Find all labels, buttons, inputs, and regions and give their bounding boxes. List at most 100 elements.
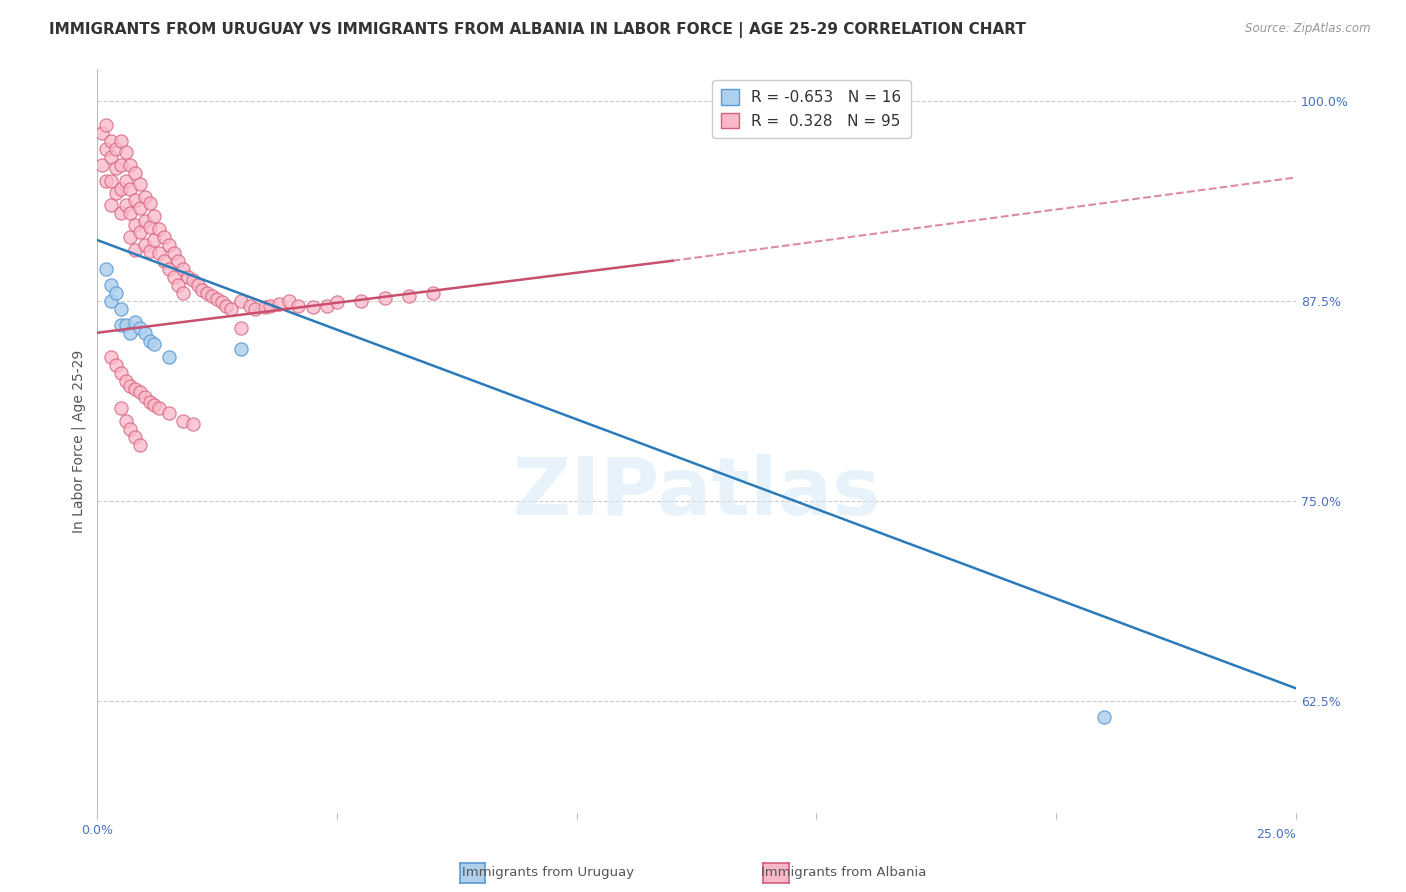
Point <box>105 358 128 372</box>
Point <box>105 161 128 175</box>
Point <box>157 406 180 420</box>
Point <box>124 243 146 257</box>
Text: Immigrants from Albania: Immigrants from Albania <box>761 866 927 879</box>
Point <box>229 321 252 335</box>
Point <box>422 285 444 300</box>
Point <box>100 150 122 164</box>
Text: ZIPatlas: ZIPatlas <box>512 454 880 532</box>
Point <box>100 174 122 188</box>
Point <box>110 318 132 332</box>
Text: Source: ZipAtlas.com: Source: ZipAtlas.com <box>1246 22 1371 36</box>
Point <box>167 253 190 268</box>
Point <box>129 177 152 191</box>
Point <box>110 181 132 195</box>
Point <box>120 205 142 219</box>
Point <box>120 422 142 436</box>
Point <box>100 197 122 211</box>
Point <box>120 378 142 392</box>
Point <box>181 417 204 431</box>
Point <box>124 219 146 233</box>
Point <box>277 293 299 308</box>
Point <box>124 430 146 444</box>
Point <box>114 145 136 159</box>
Point <box>172 285 194 300</box>
Point <box>374 291 396 305</box>
Point <box>162 245 184 260</box>
Point <box>138 196 160 211</box>
Point <box>157 261 180 276</box>
Text: 25.0%: 25.0% <box>1256 829 1296 841</box>
Point <box>259 299 281 313</box>
Point <box>138 394 160 409</box>
Point <box>187 277 209 292</box>
Point <box>167 277 190 292</box>
Point <box>172 261 194 276</box>
Point <box>229 342 252 356</box>
Point <box>1092 710 1115 724</box>
Point <box>96 174 118 188</box>
Point <box>181 273 204 287</box>
Point <box>148 401 170 415</box>
Point <box>148 221 170 235</box>
Point <box>143 233 166 247</box>
Point <box>253 300 276 314</box>
Point <box>316 299 339 313</box>
Point <box>138 220 160 235</box>
Point <box>114 374 136 388</box>
Point <box>148 245 170 260</box>
Point <box>129 321 152 335</box>
Point <box>138 334 160 348</box>
Y-axis label: In Labor Force | Age 25-29: In Labor Force | Age 25-29 <box>72 350 86 533</box>
Point <box>90 158 112 172</box>
Point <box>157 237 180 252</box>
Point <box>143 398 166 412</box>
Point <box>96 142 118 156</box>
Point <box>124 193 146 207</box>
Point <box>110 366 132 380</box>
Point <box>191 283 214 297</box>
Point <box>105 285 128 300</box>
Point <box>124 382 146 396</box>
Point <box>100 350 122 364</box>
Point <box>110 205 132 219</box>
Point <box>157 350 180 364</box>
Point <box>243 301 266 316</box>
Point <box>120 229 142 244</box>
Point <box>105 142 128 156</box>
Point <box>105 186 128 201</box>
Point <box>120 158 142 172</box>
Point <box>114 318 136 332</box>
Point <box>134 390 156 404</box>
Point <box>211 295 233 310</box>
Point <box>153 229 176 244</box>
Point <box>134 189 156 203</box>
Point <box>287 299 309 313</box>
Point <box>239 299 262 313</box>
Point <box>129 385 152 400</box>
Point <box>100 134 122 148</box>
Point <box>134 237 156 252</box>
Point <box>269 297 291 311</box>
Point <box>96 118 118 132</box>
Point <box>114 197 136 211</box>
Point <box>124 315 146 329</box>
Point <box>110 301 132 316</box>
Legend: R = -0.653   N = 16, R =  0.328   N = 95: R = -0.653 N = 16, R = 0.328 N = 95 <box>711 80 911 138</box>
Point <box>100 277 122 292</box>
Point <box>162 269 184 284</box>
Point <box>201 289 224 303</box>
Point <box>143 209 166 223</box>
Point <box>215 299 238 313</box>
Point <box>219 301 242 316</box>
Point <box>120 326 142 340</box>
Point <box>96 261 118 276</box>
Point <box>325 295 347 310</box>
Point <box>110 158 132 172</box>
Point <box>134 213 156 227</box>
Point <box>129 225 152 239</box>
Point <box>205 292 228 306</box>
Point <box>398 289 420 303</box>
Point <box>153 253 176 268</box>
Point <box>110 134 132 148</box>
Point <box>114 414 136 428</box>
